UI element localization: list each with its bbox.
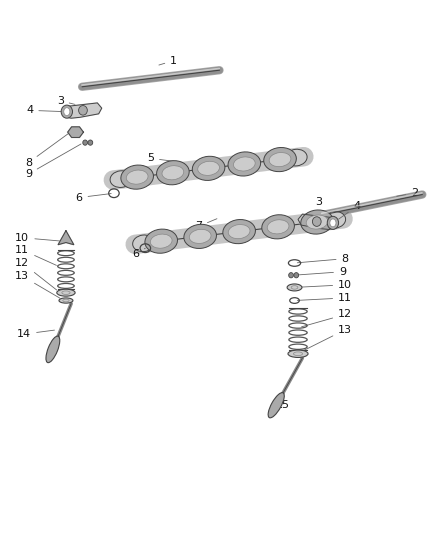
Ellipse shape bbox=[227, 152, 260, 176]
Text: 12: 12 bbox=[301, 310, 351, 327]
Ellipse shape bbox=[120, 165, 153, 189]
Ellipse shape bbox=[288, 272, 293, 278]
Text: 5: 5 bbox=[147, 154, 181, 163]
Ellipse shape bbox=[306, 215, 327, 229]
Text: 15: 15 bbox=[275, 400, 289, 410]
Ellipse shape bbox=[300, 210, 332, 234]
Ellipse shape bbox=[132, 235, 154, 252]
Ellipse shape bbox=[263, 148, 296, 172]
Ellipse shape bbox=[156, 160, 189, 185]
Text: 11: 11 bbox=[297, 293, 351, 303]
Text: 4: 4 bbox=[338, 201, 360, 219]
Ellipse shape bbox=[145, 229, 177, 253]
Ellipse shape bbox=[126, 170, 148, 184]
Ellipse shape bbox=[192, 156, 224, 181]
Text: 13: 13 bbox=[301, 325, 351, 352]
Ellipse shape bbox=[162, 166, 184, 180]
Ellipse shape bbox=[233, 157, 254, 171]
Text: 6: 6 bbox=[132, 248, 145, 259]
Text: 6: 6 bbox=[75, 192, 111, 203]
Ellipse shape bbox=[293, 272, 298, 278]
Ellipse shape bbox=[287, 350, 307, 358]
Text: 12: 12 bbox=[15, 258, 57, 290]
Ellipse shape bbox=[268, 152, 290, 167]
Ellipse shape bbox=[329, 219, 335, 227]
Text: 9: 9 bbox=[296, 266, 345, 277]
Ellipse shape bbox=[312, 217, 321, 227]
Ellipse shape bbox=[61, 105, 72, 118]
Text: 3: 3 bbox=[315, 197, 328, 219]
Ellipse shape bbox=[150, 234, 172, 248]
Ellipse shape bbox=[184, 224, 216, 248]
Ellipse shape bbox=[197, 161, 219, 175]
Ellipse shape bbox=[268, 393, 284, 418]
Polygon shape bbox=[67, 127, 83, 138]
Ellipse shape bbox=[228, 224, 249, 239]
Ellipse shape bbox=[64, 108, 70, 116]
Text: 7: 7 bbox=[194, 219, 216, 231]
Text: 1: 1 bbox=[159, 55, 177, 66]
Text: 3: 3 bbox=[57, 96, 75, 106]
Ellipse shape bbox=[88, 140, 92, 145]
Ellipse shape bbox=[285, 149, 307, 166]
Ellipse shape bbox=[223, 220, 255, 244]
Ellipse shape bbox=[59, 298, 73, 303]
Text: 4: 4 bbox=[26, 106, 62, 115]
Ellipse shape bbox=[326, 216, 338, 229]
Text: 2: 2 bbox=[396, 188, 417, 198]
Ellipse shape bbox=[110, 171, 131, 188]
Text: 9: 9 bbox=[25, 144, 81, 179]
Ellipse shape bbox=[46, 336, 60, 362]
Ellipse shape bbox=[83, 140, 87, 145]
Polygon shape bbox=[297, 214, 336, 229]
Text: 13: 13 bbox=[15, 271, 60, 298]
Ellipse shape bbox=[57, 289, 75, 296]
Text: 14: 14 bbox=[17, 329, 54, 339]
Ellipse shape bbox=[189, 229, 211, 244]
Text: 11: 11 bbox=[15, 245, 57, 265]
Polygon shape bbox=[58, 231, 74, 245]
Text: 10: 10 bbox=[297, 280, 351, 290]
Polygon shape bbox=[62, 103, 102, 118]
Ellipse shape bbox=[286, 284, 301, 291]
Text: 10: 10 bbox=[15, 233, 60, 243]
Text: 8: 8 bbox=[25, 134, 68, 168]
Ellipse shape bbox=[267, 220, 288, 234]
Text: 8: 8 bbox=[297, 254, 348, 264]
Ellipse shape bbox=[78, 106, 87, 115]
Ellipse shape bbox=[261, 215, 294, 239]
Ellipse shape bbox=[323, 212, 345, 228]
